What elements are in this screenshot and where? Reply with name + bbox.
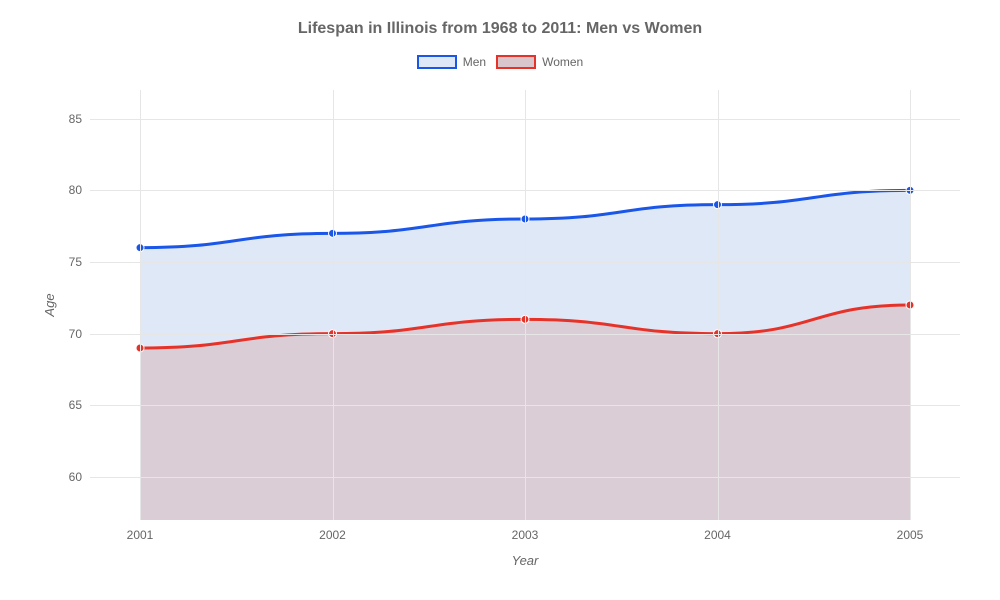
y-tick-label: 60 xyxy=(69,470,90,484)
y-tick-label: 75 xyxy=(69,255,90,269)
plot-area: Age Year 6065707580852001200220032004200… xyxy=(90,90,960,520)
legend-label: Women xyxy=(542,55,583,69)
gridline-v xyxy=(718,90,719,520)
legend: Men Women xyxy=(0,55,1000,69)
legend-item[interactable]: Men xyxy=(417,55,486,69)
legend-swatch xyxy=(417,55,457,69)
x-axis-title: Year xyxy=(512,553,539,568)
gridline-v xyxy=(525,90,526,520)
x-tick-label: 2004 xyxy=(704,520,731,542)
y-tick-label: 65 xyxy=(69,398,90,412)
gridline-v xyxy=(333,90,334,520)
y-tick-label: 85 xyxy=(69,112,90,126)
x-tick-label: 2005 xyxy=(897,520,924,542)
legend-item[interactable]: Women xyxy=(496,55,583,69)
y-axis-title: Age xyxy=(42,293,57,316)
x-tick-label: 2003 xyxy=(512,520,539,542)
x-tick-label: 2002 xyxy=(319,520,346,542)
y-tick-label: 70 xyxy=(69,327,90,341)
gridline-v xyxy=(910,90,911,520)
legend-swatch xyxy=(496,55,536,69)
chart-title: Lifespan in Illinois from 1968 to 2011: … xyxy=(0,20,1000,38)
y-tick-label: 80 xyxy=(69,183,90,197)
gridline-v xyxy=(140,90,141,520)
legend-label: Men xyxy=(463,55,486,69)
x-tick-label: 2001 xyxy=(127,520,154,542)
